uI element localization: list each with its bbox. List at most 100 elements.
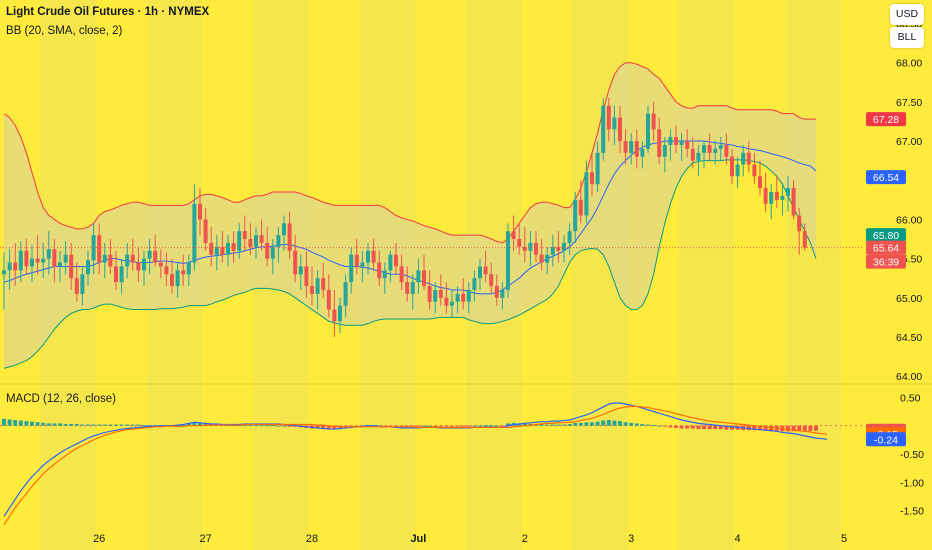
macd-histogram-bar — [102, 424, 107, 426]
macd-pane — [0, 402, 862, 526]
candle-up — [366, 250, 370, 263]
macd-histogram-bar — [24, 421, 29, 426]
candle-down — [371, 250, 376, 263]
countdown-label: 36:39 — [873, 257, 899, 269]
candle-up — [270, 246, 275, 259]
macd-histogram-bar — [58, 423, 62, 426]
candle-up — [7, 262, 12, 271]
price-tick-label: 64.00 — [896, 371, 922, 383]
candle-up — [584, 172, 589, 216]
candle-down — [394, 254, 398, 267]
symbol-title[interactable]: Light Crude Oil Futures · 1h · NYMEX — [6, 6, 210, 18]
candle-down — [791, 188, 796, 216]
macd-histogram-bar — [522, 423, 527, 426]
last-price-label-bg — [866, 240, 906, 255]
macd-histogram-bar — [707, 425, 712, 430]
macd-histogram-bar — [556, 424, 561, 426]
macd-histogram-bar — [461, 425, 466, 427]
candle-up — [175, 270, 180, 287]
macd-histogram-bar — [69, 423, 74, 426]
candle-down — [522, 246, 527, 251]
macd-histogram-bar — [590, 422, 594, 426]
macd-histogram-bar — [192, 422, 197, 426]
candle-down — [758, 176, 762, 189]
macd-indicator-label[interactable]: MACD (12, 26, close) — [6, 393, 116, 405]
candle-up — [595, 152, 600, 185]
macd-histogram-bar — [679, 425, 684, 429]
time-tick-label: 27 — [199, 533, 211, 545]
macd-histogram-bar — [808, 425, 813, 431]
candle-down — [209, 242, 214, 255]
candle-down — [556, 246, 561, 251]
currency-unit-button[interactable]: USD — [890, 4, 924, 25]
macd-value-label: -0.24 — [874, 434, 898, 446]
macd-histogram-bar — [282, 425, 286, 427]
macd-histogram-bar — [97, 424, 102, 426]
candle-up — [735, 164, 740, 177]
time-tick-label: 5 — [841, 533, 847, 545]
macd-histogram-bar — [18, 420, 23, 426]
candle-up — [612, 117, 617, 130]
candle-down — [489, 274, 494, 287]
macd-histogram-bar — [326, 425, 331, 430]
candle-down — [293, 250, 298, 275]
candle-up — [2, 270, 6, 275]
candle-up — [119, 266, 124, 283]
candle-up — [58, 262, 62, 267]
candle-up — [30, 258, 34, 267]
last-price-label: 65.64 — [873, 243, 899, 255]
macd-histogram-bar — [623, 422, 628, 426]
candle-up — [662, 144, 667, 157]
candle-up — [80, 274, 85, 294]
macd-histogram-bar — [595, 421, 600, 426]
macd-histogram-bar — [646, 424, 650, 426]
candle-down — [265, 242, 270, 259]
candle-up — [142, 258, 146, 271]
macd-histogram-bar — [91, 424, 96, 426]
macd-histogram-bar — [450, 425, 454, 427]
candle-up — [713, 148, 718, 153]
candle-up — [360, 262, 365, 267]
macd-histogram-bar — [472, 425, 477, 427]
price-tick-label: 67.00 — [896, 136, 922, 148]
candle-down — [690, 148, 695, 161]
macd-histogram-bar — [130, 424, 135, 426]
candle-up — [696, 152, 701, 161]
candle-down — [220, 246, 225, 255]
candle-down — [657, 129, 662, 157]
candle-up — [780, 195, 785, 200]
bb-indicator-label[interactable]: BB (20, SMA, close, 2) — [6, 25, 123, 37]
candle-down — [427, 286, 432, 302]
macd-histogram-bar — [629, 422, 634, 426]
macd-histogram-bar — [506, 423, 510, 426]
macd-histogram-bar — [354, 425, 359, 427]
candle-up — [382, 270, 387, 279]
candle-up — [550, 246, 555, 255]
macd-histogram-bar — [427, 425, 432, 427]
macd-histogram-bar — [494, 425, 499, 427]
macd-axis: 0.50-0.50-1.00-1.50-0.09-0.15-0.24 — [866, 392, 924, 518]
candle-down — [752, 164, 757, 177]
candle-up — [506, 231, 510, 290]
candle-down — [802, 231, 807, 248]
candle-down — [153, 250, 158, 263]
candle-up — [147, 250, 152, 259]
candle-down — [170, 274, 174, 287]
macd-histogram-bar — [651, 425, 656, 427]
candle-up — [125, 254, 130, 267]
macd-histogram-bar — [455, 425, 460, 427]
macd-histogram-bar — [186, 423, 191, 426]
candle-down — [774, 192, 779, 200]
measure-unit-button[interactable]: BLL — [890, 27, 924, 48]
candle-up — [410, 282, 415, 294]
candle-down — [114, 266, 118, 283]
time-tick-label: Jul — [410, 533, 426, 545]
candle-down — [517, 239, 522, 247]
candle-down — [304, 266, 309, 287]
candle-down — [74, 278, 79, 294]
candle-down — [539, 254, 544, 263]
candle-up — [450, 301, 454, 306]
candle-up — [298, 266, 303, 275]
candle-down — [422, 270, 426, 287]
